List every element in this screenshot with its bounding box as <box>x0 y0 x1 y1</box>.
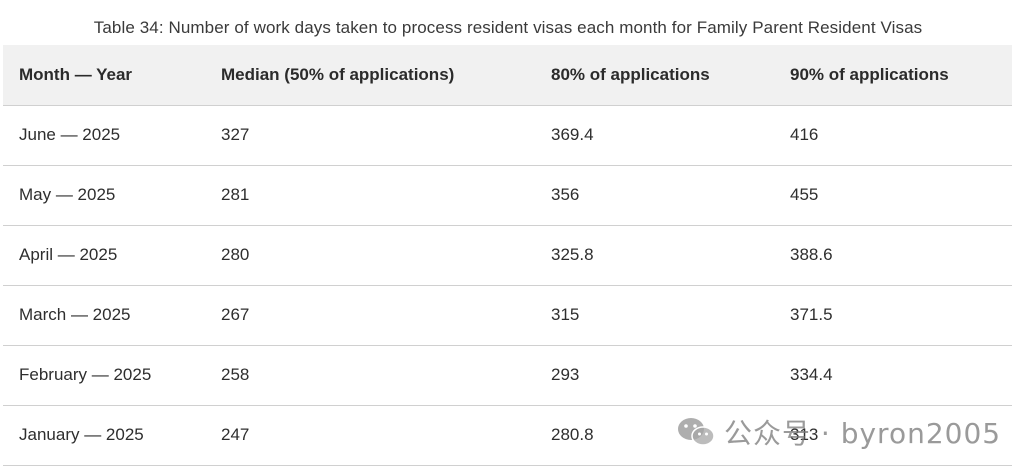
header-90-percent: 90% of applications <box>774 45 1012 106</box>
header-80-percent: 80% of applications <box>535 45 774 106</box>
cell-median: 247 <box>205 405 535 466</box>
cell-80-percent: 293 <box>535 345 774 406</box>
cell-90-percent: 455 <box>774 165 1012 226</box>
table-row: January — 2025 247 280.8 313 <box>3 405 1012 466</box>
cell-month-year: April — 2025 <box>3 225 205 286</box>
wechat-icon <box>678 418 715 446</box>
table-header: Month — Year Median (50% of applications… <box>3 45 1012 106</box>
cell-80-percent: 356 <box>535 165 774 226</box>
table-row: May — 2025 281 356 455 <box>3 165 1012 226</box>
header-median: Median (50% of applications) <box>205 45 535 106</box>
cell-median: 267 <box>205 285 535 346</box>
header-month-year: Month — Year <box>3 45 205 106</box>
header-row: Month — Year Median (50% of applications… <box>3 45 1012 106</box>
watermark-text: 公众号 · byron2005 <box>724 417 1002 450</box>
cell-median: 258 <box>205 345 535 406</box>
table-caption: Table 34: Number of work days taken to p… <box>93 18 923 37</box>
cell-80-percent: 369.4 <box>535 105 774 166</box>
cell-90-percent: 313 <box>774 405 1012 466</box>
cell-month-year: May — 2025 <box>3 165 205 226</box>
cell-90-percent: 388.6 <box>774 225 1012 286</box>
cell-90-percent: 416 <box>774 105 1012 166</box>
table-row: June — 2025 327 369.4 416 <box>3 105 1012 166</box>
cell-month-year: January — 2025 <box>3 405 205 466</box>
table-row: February — 2025 258 293 334.4 <box>3 345 1012 406</box>
table-body: June — 2025 327 369.4 416 May — 2025 281… <box>3 105 1012 466</box>
cell-90-percent: 334.4 <box>774 345 1012 406</box>
table-row: March — 2025 267 315 371.5 <box>3 285 1012 346</box>
cell-80-percent: 325.8 <box>535 225 774 286</box>
cell-median: 280 <box>205 225 535 286</box>
cell-median: 327 <box>205 105 535 166</box>
watermark: 公众号 · byron2005 <box>676 414 1001 450</box>
cell-90-percent: 371.5 <box>774 285 1012 346</box>
cell-month-year: June — 2025 <box>3 105 205 166</box>
cell-80-percent: 315 <box>535 285 774 346</box>
cell-month-year: February — 2025 <box>3 345 205 406</box>
visa-processing-table: Month — Year Median (50% of applications… <box>3 45 1012 466</box>
cell-median: 281 <box>205 165 535 226</box>
cell-80-percent: 280.8 <box>535 405 774 466</box>
cell-month-year: March — 2025 <box>3 285 205 346</box>
table-row: April — 2025 280 325.8 388.6 <box>3 225 1012 286</box>
